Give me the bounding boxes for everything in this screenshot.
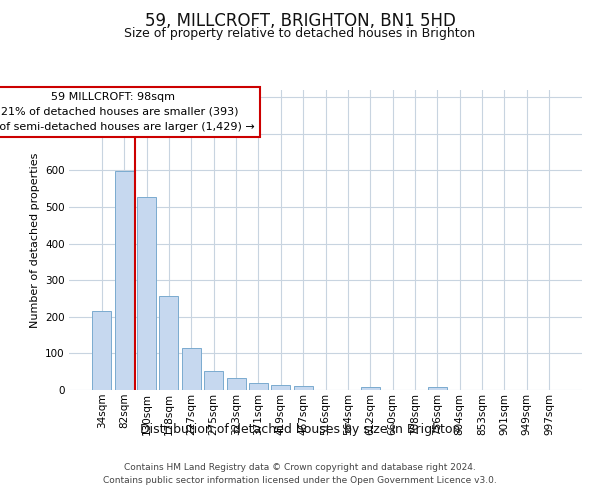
Bar bbox=[249, 382, 268, 390]
Bar bbox=[271, 384, 290, 390]
Text: Distribution of detached houses by size in Brighton: Distribution of detached houses by size … bbox=[140, 422, 460, 436]
Bar bbox=[361, 387, 380, 390]
Text: Contains HM Land Registry data © Crown copyright and database right 2024.: Contains HM Land Registry data © Crown c… bbox=[124, 462, 476, 471]
Bar bbox=[160, 296, 178, 390]
Bar bbox=[92, 312, 112, 390]
Bar bbox=[182, 348, 201, 390]
Y-axis label: Number of detached properties: Number of detached properties bbox=[29, 152, 40, 328]
Text: 59 MILLCROFT: 98sqm
← 21% of detached houses are smaller (393)
78% of semi-detac: 59 MILLCROFT: 98sqm ← 21% of detached ho… bbox=[0, 92, 255, 132]
Bar bbox=[293, 386, 313, 390]
Text: 59, MILLCROFT, BRIGHTON, BN1 5HD: 59, MILLCROFT, BRIGHTON, BN1 5HD bbox=[145, 12, 455, 30]
Bar bbox=[428, 387, 447, 390]
Bar bbox=[137, 197, 156, 390]
Text: Contains public sector information licensed under the Open Government Licence v3: Contains public sector information licen… bbox=[103, 476, 497, 485]
Bar bbox=[115, 171, 134, 390]
Text: Size of property relative to detached houses in Brighton: Size of property relative to detached ho… bbox=[124, 28, 476, 40]
Bar bbox=[227, 378, 245, 390]
Bar bbox=[204, 371, 223, 390]
